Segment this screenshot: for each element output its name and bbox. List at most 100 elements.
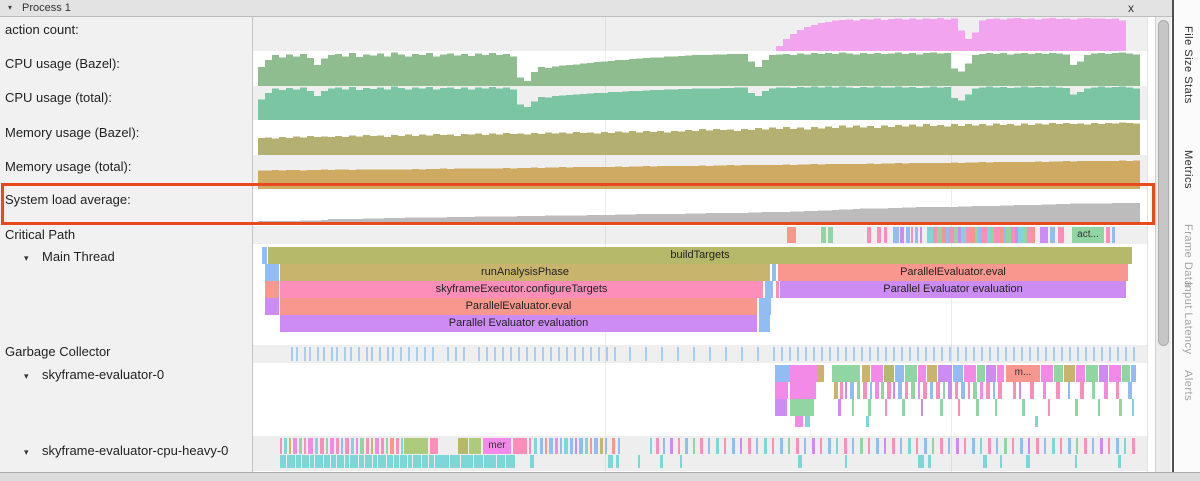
- trace-slice[interactable]: [371, 438, 373, 454]
- trace-slice[interactable]: [1026, 455, 1030, 468]
- horizontal-scrollbar[interactable]: [0, 472, 1200, 481]
- trace-slice[interactable]: [1076, 365, 1085, 382]
- gc-event-tick[interactable]: [877, 347, 879, 361]
- trace-slice[interactable]: [1018, 227, 1023, 243]
- trace-slice[interactable]: [994, 227, 999, 243]
- trace-slice[interactable]: [350, 455, 358, 468]
- gc-event-tick[interactable]: [1029, 347, 1031, 361]
- trace-slice[interactable]: [1109, 365, 1121, 382]
- trace-slice[interactable]: [1116, 382, 1119, 399]
- trace-slice[interactable]: [986, 382, 990, 399]
- trace-slice[interactable]: [812, 438, 815, 454]
- trace-slice[interactable]: [866, 416, 869, 427]
- gc-event-tick[interactable]: [645, 347, 647, 361]
- trace-slice[interactable]: [1035, 416, 1038, 427]
- gc-event-tick[interactable]: [949, 347, 951, 361]
- trace-slice[interactable]: [555, 438, 558, 454]
- trace-slice[interactable]: [966, 227, 970, 243]
- trace-slice[interactable]: [790, 399, 814, 416]
- gc-event-tick[interactable]: [853, 347, 855, 361]
- trace-slice[interactable]: [862, 365, 870, 382]
- gc-event-tick[interactable]: [629, 347, 631, 361]
- gc-event-tick[interactable]: [486, 347, 488, 361]
- trace-slice[interactable]: [612, 438, 615, 454]
- trace-slice[interactable]: [320, 438, 324, 454]
- tab-input-latency[interactable]: Input Latency: [1182, 282, 1194, 355]
- trace-slice[interactable]: [764, 438, 767, 454]
- trace-slice[interactable]: ParallelEvaluator.eval: [778, 264, 1128, 281]
- trace-slice[interactable]: [756, 438, 758, 454]
- trace-slice[interactable]: [1060, 438, 1062, 454]
- trace-slice[interactable]: [330, 438, 334, 454]
- trace-slice[interactable]: [1106, 227, 1110, 243]
- gc-event-tick[interactable]: [296, 347, 298, 361]
- trace-slice[interactable]: [986, 365, 996, 382]
- gc-event-tick[interactable]: [598, 347, 600, 361]
- trace-slice[interactable]: [995, 399, 997, 416]
- gc-event-tick[interactable]: [885, 347, 887, 361]
- trace-slice[interactable]: [765, 281, 773, 298]
- trace-slice[interactable]: [1075, 455, 1077, 468]
- gc-event-tick[interactable]: [392, 347, 394, 361]
- trace-slice[interactable]: [850, 382, 854, 399]
- trace-slice[interactable]: [1119, 399, 1122, 416]
- trace-slice[interactable]: [1056, 382, 1060, 399]
- trace-slice[interactable]: [296, 455, 301, 468]
- trace-slice[interactable]: [1019, 382, 1021, 399]
- trace-slice[interactable]: [908, 438, 911, 454]
- gc-event-tick[interactable]: [566, 347, 568, 361]
- trace-slice[interactable]: [906, 227, 910, 243]
- trace-slice[interactable]: [1122, 365, 1130, 382]
- trace-slice[interactable]: [356, 438, 358, 454]
- trace-slice[interactable]: [474, 455, 483, 468]
- trace-slice[interactable]: [875, 382, 879, 399]
- counter-chart-2[interactable]: [258, 86, 1147, 120]
- trace-slice[interactable]: [1104, 382, 1108, 399]
- trace-slice[interactable]: [1023, 227, 1027, 243]
- trace-slice[interactable]: [310, 455, 314, 468]
- gc-event-tick[interactable]: [941, 347, 943, 361]
- trace-slice[interactable]: [915, 227, 918, 243]
- trace-slice[interactable]: [1052, 438, 1055, 454]
- trace-slice[interactable]: [790, 365, 818, 382]
- gc-event-tick[interactable]: [757, 347, 759, 361]
- gc-event-tick[interactable]: [387, 347, 389, 361]
- gc-event-tick[interactable]: [606, 347, 608, 361]
- trace-slice[interactable]: [867, 227, 871, 243]
- trace-slice[interactable]: [956, 438, 959, 454]
- trace-slice[interactable]: [670, 438, 673, 454]
- trace-slice[interactable]: [484, 455, 496, 468]
- trace-slice[interactable]: [413, 455, 421, 468]
- tab-file-size-stats[interactable]: File Size Stats: [1182, 26, 1194, 104]
- trace-slice[interactable]: [970, 227, 975, 243]
- gc-event-tick[interactable]: [1037, 347, 1039, 361]
- trace-slice[interactable]: [998, 382, 1002, 399]
- trace-slice[interactable]: [469, 438, 481, 454]
- trace-slice[interactable]: [284, 438, 287, 454]
- trace-slice[interactable]: [1092, 438, 1094, 454]
- trace-slice[interactable]: runAnalysisPhase: [280, 264, 770, 281]
- trace-slice[interactable]: [1027, 227, 1031, 243]
- trace-slice[interactable]: [863, 382, 867, 399]
- trace-slice[interactable]: [1098, 399, 1100, 416]
- trace-slice[interactable]: [997, 365, 1004, 382]
- gc-event-tick[interactable]: [614, 347, 616, 361]
- trace-slice[interactable]: [978, 227, 982, 243]
- trace-slice[interactable]: [638, 455, 640, 468]
- trace-slice[interactable]: [893, 382, 895, 399]
- trace-slice[interactable]: [930, 382, 933, 399]
- trace-slice[interactable]: [805, 416, 810, 427]
- trace-slice[interactable]: [877, 227, 881, 243]
- trace-slice[interactable]: [656, 438, 659, 454]
- trace-slice[interactable]: [772, 264, 776, 281]
- trace-slice[interactable]: [336, 438, 339, 454]
- trace-slice[interactable]: [1000, 455, 1002, 468]
- gc-event-tick[interactable]: [909, 347, 911, 361]
- trace-slice[interactable]: [940, 438, 943, 454]
- trace-slice[interactable]: [895, 365, 904, 382]
- trace-slice[interactable]: [975, 227, 978, 243]
- trace-slice[interactable]: [404, 438, 428, 454]
- trace-slice[interactable]: [940, 399, 943, 416]
- trace-slice[interactable]: [400, 455, 407, 468]
- gc-event-tick[interactable]: [323, 347, 325, 361]
